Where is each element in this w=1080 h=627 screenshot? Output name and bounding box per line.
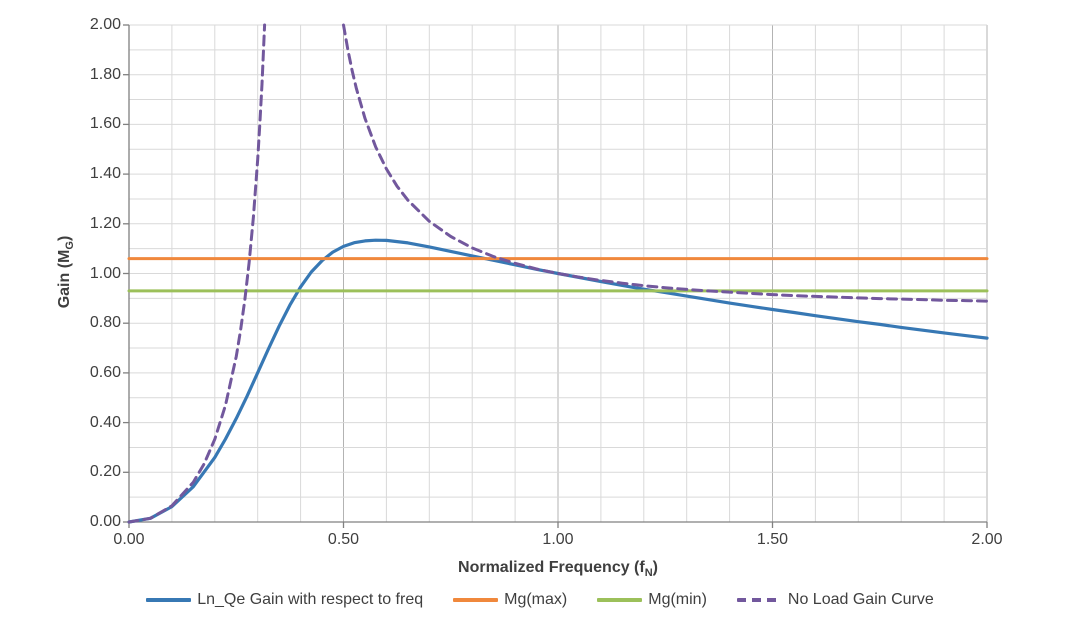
y-tick-label: 1.20 bbox=[89, 214, 121, 232]
x-tick-label: 0.50 bbox=[327, 531, 360, 548]
y-tick-label: 0.20 bbox=[89, 463, 121, 481]
y-tick-label: 0.80 bbox=[89, 314, 121, 332]
y-tick-label: 0.40 bbox=[89, 413, 121, 431]
legend-item-no-load: No Load Gain Curve bbox=[736, 591, 934, 609]
legend-label-mg-max: Mg(max) bbox=[504, 591, 568, 608]
no-load-gain-curve bbox=[127, 23, 267, 524]
y-tick-label: 0.60 bbox=[89, 363, 121, 381]
y-tick-label: 0.00 bbox=[89, 513, 121, 530]
legend-label-no-load: No Load Gain Curve bbox=[787, 591, 934, 608]
legend-label-loaded-gain: Ln_Qe Gain with respect to freq bbox=[197, 591, 424, 608]
legend-label-mg-min: Mg(min) bbox=[648, 591, 707, 608]
x-tick-label: 0.00 bbox=[113, 531, 145, 548]
x-axis-title-text: Normalized Frequency (f bbox=[458, 559, 645, 576]
legend-item-mg-min: Mg(min) bbox=[597, 591, 707, 609]
x-tick-label: 1.00 bbox=[542, 531, 574, 548]
x-axis-title-close: ) bbox=[652, 559, 658, 576]
x-axis-title-subscript: N bbox=[644, 567, 653, 579]
loaded-gain-curve bbox=[127, 238, 989, 524]
y-tick-label: 1.00 bbox=[89, 264, 121, 282]
legend-item-loaded-gain: Ln_Qe Gain with respect to freq bbox=[146, 591, 423, 609]
x-tick-label: 2.00 bbox=[971, 531, 1003, 548]
y-tick-label: 2.00 bbox=[89, 16, 121, 33]
chart-legend: Ln_Qe Gain with respect to freq Mg(max) … bbox=[0, 589, 1080, 611]
y-tick-label: 1.80 bbox=[89, 65, 121, 83]
legend-swatch-mg-min bbox=[597, 598, 643, 602]
legend-swatch-mg-max bbox=[453, 598, 499, 602]
x-axis-title: Normalized Frequency (fN) bbox=[458, 559, 658, 579]
legend-swatch-loaded-gain bbox=[146, 598, 192, 602]
no-load-gain-curve bbox=[342, 23, 989, 303]
x-axis-ticks: 0.00 0.50 1.00 1.50 2.00 bbox=[0, 531, 1080, 551]
legend-item-mg-max: Mg(max) bbox=[453, 591, 567, 609]
y-axis-ticks: 0.00 0.20 0.40 0.60 0.80 1.00 1.20 1.40 1.60 1.80… bbox=[0, 0, 121, 627]
y-tick-label: 1.60 bbox=[89, 115, 121, 133]
y-tick-label: 1.40 bbox=[89, 165, 121, 183]
x-tick-label: 1.50 bbox=[756, 531, 789, 548]
legend-swatch-no-load bbox=[736, 598, 782, 602]
